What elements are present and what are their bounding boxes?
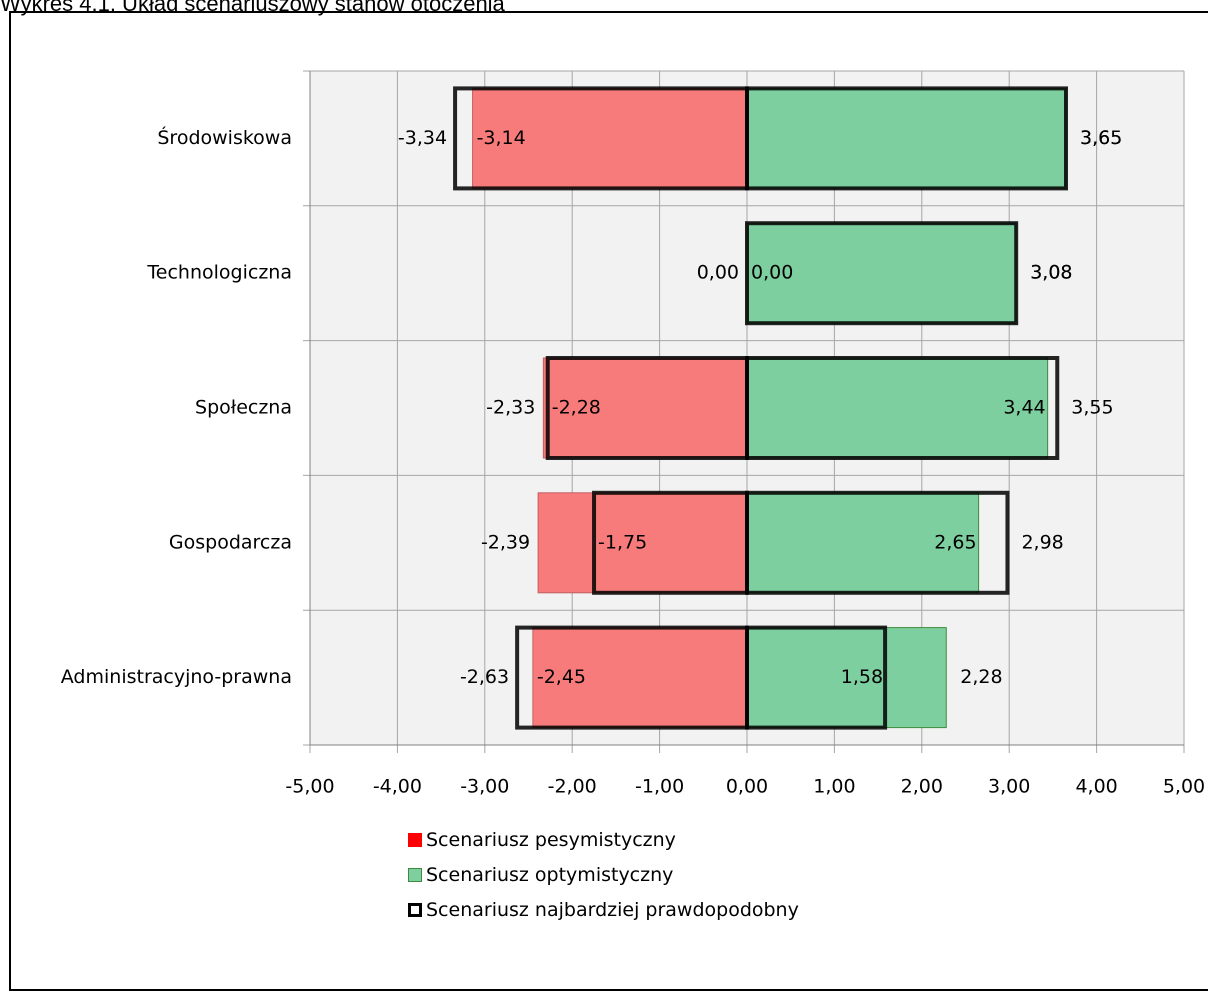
legend: Scenariusz pesymistyczny Scenariusz opty… [408,822,799,927]
legend-swatch-likely [408,902,422,917]
legend-swatch-pessimistic [408,832,422,847]
data-label-positive-outer: 2,28 [960,666,1002,688]
data-label-positive-inner: 3,44 [1003,397,1045,419]
legend-label-likely: Scenariusz najbardziej prawdopodobny [426,898,799,921]
x-tick-label: 5,00 [1163,776,1205,798]
data-label-negative-inner: -2,45 [537,666,586,688]
bar-likely-positive [745,86,1069,191]
x-tick-label: 0,00 [726,776,768,798]
x-tick-label: -1,00 [635,776,684,798]
bar-likely-positive [745,490,1010,595]
bar-likely-positive [745,221,1019,326]
bar-optimistic [746,357,1049,459]
bar-likely-positive [745,625,888,730]
x-tick-label: -5,00 [285,776,334,798]
data-label-positive-likely: 3,65 [1080,127,1122,149]
data-label-positive-outer: 2,98 [1021,531,1063,553]
legend-item-optimistic: Scenariusz optymistyczny [408,857,799,892]
data-label-negative-outer: -3,34 [398,127,447,149]
data-label-positive: 3,65 [1080,127,1122,149]
legend-label-optimistic: Scenariusz optymistyczny [426,863,674,886]
data-label-positive-inner: 2,65 [934,531,976,553]
bar-optimistic [746,87,1067,189]
data-label-negative-outer: -2,63 [460,666,509,688]
data-label-negative-inner: -2,28 [552,397,601,419]
x-tick-label: 3,00 [988,776,1030,798]
x-tick-label: 1,00 [813,776,855,798]
category-label: Administracyjno-prawna [61,666,292,688]
x-tick-label: 4,00 [1075,776,1117,798]
bar-likely-positive [745,356,1060,460]
bar-optimistic [746,492,980,594]
bar-pessimistic [472,87,748,189]
data-label-positive-inner: 1,58 [841,666,883,688]
data-label-positive-likely: 3,08 [1030,262,1072,284]
bar-optimistic [746,627,947,729]
legend-item-likely: Scenariusz najbardziej prawdopodobny [408,892,799,927]
bar-optimistic [746,222,1017,324]
data-label-negative-inner: -1,75 [598,531,647,553]
data-label-positive-outer: 3,55 [1071,397,1113,419]
category-label: Technologiczna [146,262,292,284]
data-label-negative-outer: -2,39 [481,531,530,553]
category-label: Społeczna [195,397,292,419]
category-label: Gospodarcza [169,531,292,553]
x-tick-label: -4,00 [373,776,422,798]
data-label-positive: 3,08 [1030,262,1072,284]
legend-item-pessimistic: Scenariusz pesymistyczny [408,822,799,857]
legend-swatch-optimistic [408,867,422,882]
data-label-negative-inner: -3,14 [477,127,526,149]
x-tick-label: -2,00 [548,776,597,798]
data-label-negative-outer: -2,33 [486,397,535,419]
data-label-negative-outer: 0,00 [697,262,739,284]
category-label: Środowiskowa [157,125,292,149]
data-label-negative-inner: 0,00 [751,262,793,284]
x-tick-label: 2,00 [901,776,943,798]
legend-label-pessimistic: Scenariusz pesymistyczny [426,828,676,851]
x-tick-label: -3,00 [460,776,509,798]
